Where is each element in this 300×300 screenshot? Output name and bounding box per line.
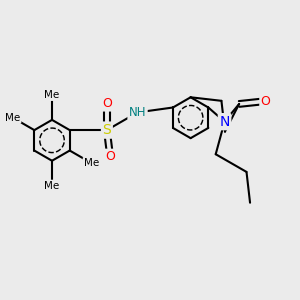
Text: O: O <box>105 150 115 163</box>
Text: Me: Me <box>44 181 60 190</box>
Text: O: O <box>102 97 112 110</box>
Text: Me: Me <box>44 90 60 100</box>
Text: S: S <box>103 123 111 137</box>
Text: Me: Me <box>5 113 20 123</box>
Text: N: N <box>219 115 230 129</box>
Text: O: O <box>261 94 271 108</box>
Text: NH: NH <box>129 106 146 119</box>
Text: Me: Me <box>84 158 99 168</box>
